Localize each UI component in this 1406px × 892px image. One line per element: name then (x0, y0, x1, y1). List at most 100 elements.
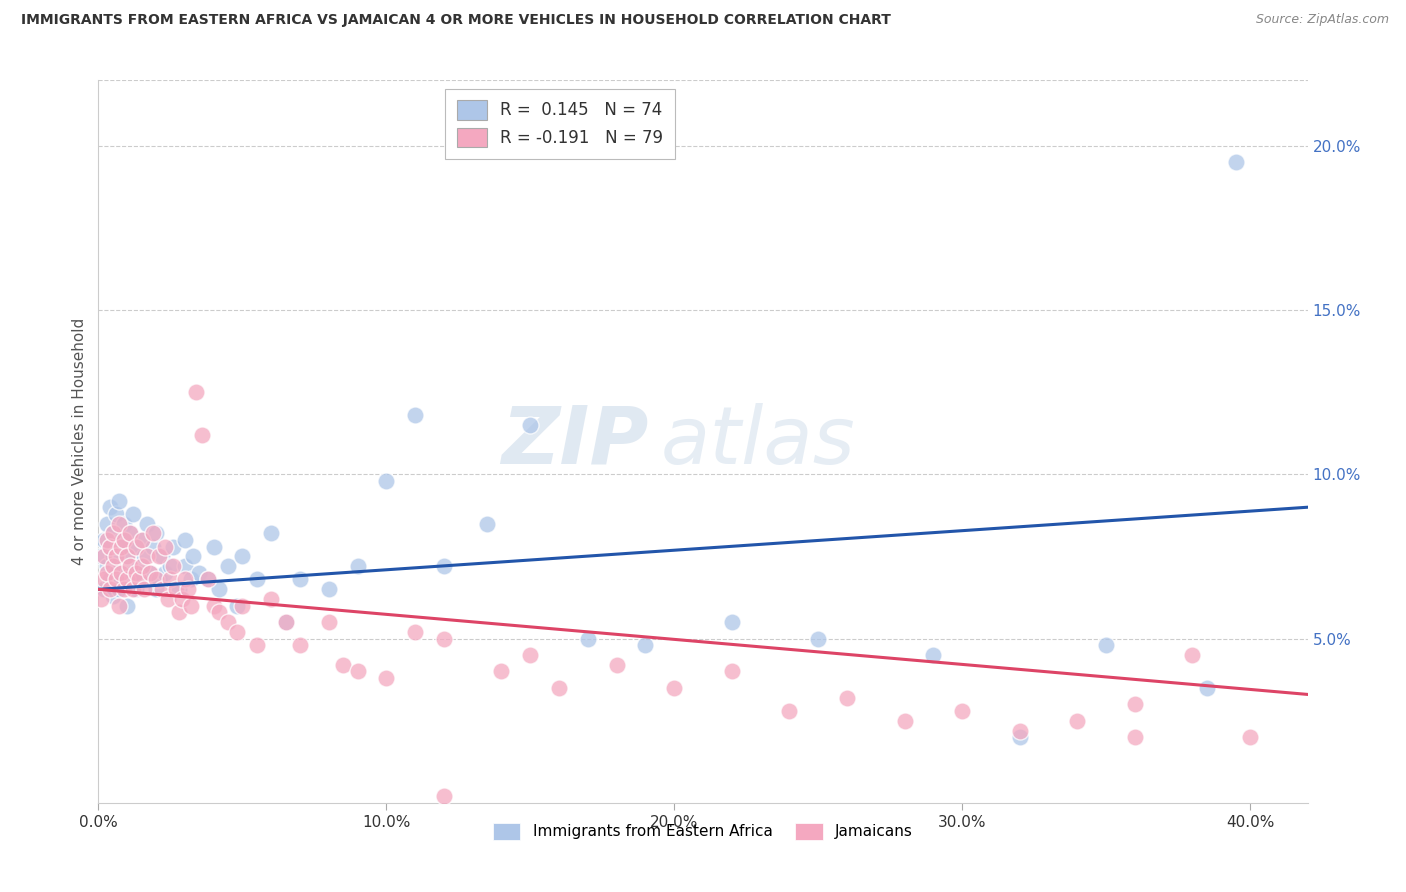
Point (98, 540, 121, 554)
Point (519, 418, 541, 433)
Point (90, 549, 112, 564)
Point (202, 599, 225, 613)
Point (107, 582, 129, 597)
Point (188, 566, 211, 580)
Point (148, 549, 170, 564)
Point (104, 566, 127, 580)
Point (231, 599, 253, 613)
Point (131, 573, 153, 587)
Point (112, 533, 135, 547)
Point (142, 526, 165, 541)
Point (134, 549, 156, 564)
Point (93, 533, 115, 547)
Point (101, 549, 124, 564)
Point (217, 559, 239, 574)
Point (107, 493, 129, 508)
Point (231, 549, 253, 564)
Point (807, 632, 830, 646)
Point (318, 615, 340, 630)
Point (180, 599, 202, 613)
Point (225, 599, 247, 613)
Point (162, 540, 184, 554)
Point (122, 507, 145, 521)
Point (1195, 681, 1218, 695)
Point (122, 582, 145, 597)
Point (173, 573, 195, 587)
Point (197, 573, 219, 587)
Point (110, 533, 132, 547)
Point (162, 559, 184, 574)
Text: Source: ZipAtlas.com: Source: ZipAtlas.com (1256, 13, 1389, 27)
Point (90, 592, 112, 607)
Point (1225, 155, 1247, 169)
Point (98, 500, 121, 515)
Point (288, 573, 311, 587)
Point (1008, 723, 1031, 738)
Point (634, 638, 657, 652)
Point (835, 690, 858, 705)
Point (346, 665, 368, 679)
Point (120, 559, 142, 574)
Point (120, 526, 142, 541)
Point (115, 599, 138, 613)
Point (548, 681, 571, 695)
Text: ZIP: ZIP (501, 402, 648, 481)
Point (167, 605, 190, 619)
Point (96, 516, 118, 531)
Point (142, 540, 165, 554)
Point (893, 714, 915, 728)
Point (96, 566, 118, 580)
Point (191, 428, 214, 442)
Point (664, 681, 686, 695)
Point (225, 625, 247, 640)
Point (110, 573, 132, 587)
Point (104, 549, 127, 564)
Point (112, 582, 135, 597)
Point (125, 566, 148, 580)
Point (375, 474, 398, 488)
Point (274, 615, 297, 630)
Point (173, 533, 195, 547)
Point (139, 566, 162, 580)
Point (136, 549, 159, 564)
Point (260, 592, 283, 607)
Point (346, 559, 368, 574)
Point (375, 671, 398, 685)
Point (148, 573, 170, 587)
Point (145, 526, 167, 541)
Point (96, 533, 118, 547)
Point (720, 665, 742, 679)
Point (170, 592, 193, 607)
Point (101, 526, 124, 541)
Point (159, 573, 181, 587)
Point (125, 582, 148, 597)
Legend: Immigrants from Eastern Africa, Jamaicans: Immigrants from Eastern Africa, Jamaican… (484, 814, 922, 849)
Point (131, 533, 153, 547)
Point (260, 526, 283, 541)
Point (183, 549, 205, 564)
Point (208, 582, 231, 597)
Point (606, 657, 628, 672)
Point (217, 615, 239, 630)
Point (173, 559, 195, 574)
Point (145, 582, 167, 597)
Point (433, 559, 456, 574)
Point (433, 632, 456, 646)
Point (98, 573, 121, 587)
Point (107, 540, 129, 554)
Point (104, 507, 127, 521)
Point (112, 559, 135, 574)
Point (491, 665, 513, 679)
Point (519, 648, 541, 662)
Point (159, 559, 181, 574)
Point (120, 573, 142, 587)
Point (197, 573, 219, 587)
Point (128, 559, 150, 574)
Point (107, 599, 129, 613)
Point (128, 573, 150, 587)
Point (246, 638, 269, 652)
Point (122, 566, 145, 580)
Point (115, 573, 138, 587)
Point (433, 789, 456, 804)
Point (176, 582, 198, 597)
